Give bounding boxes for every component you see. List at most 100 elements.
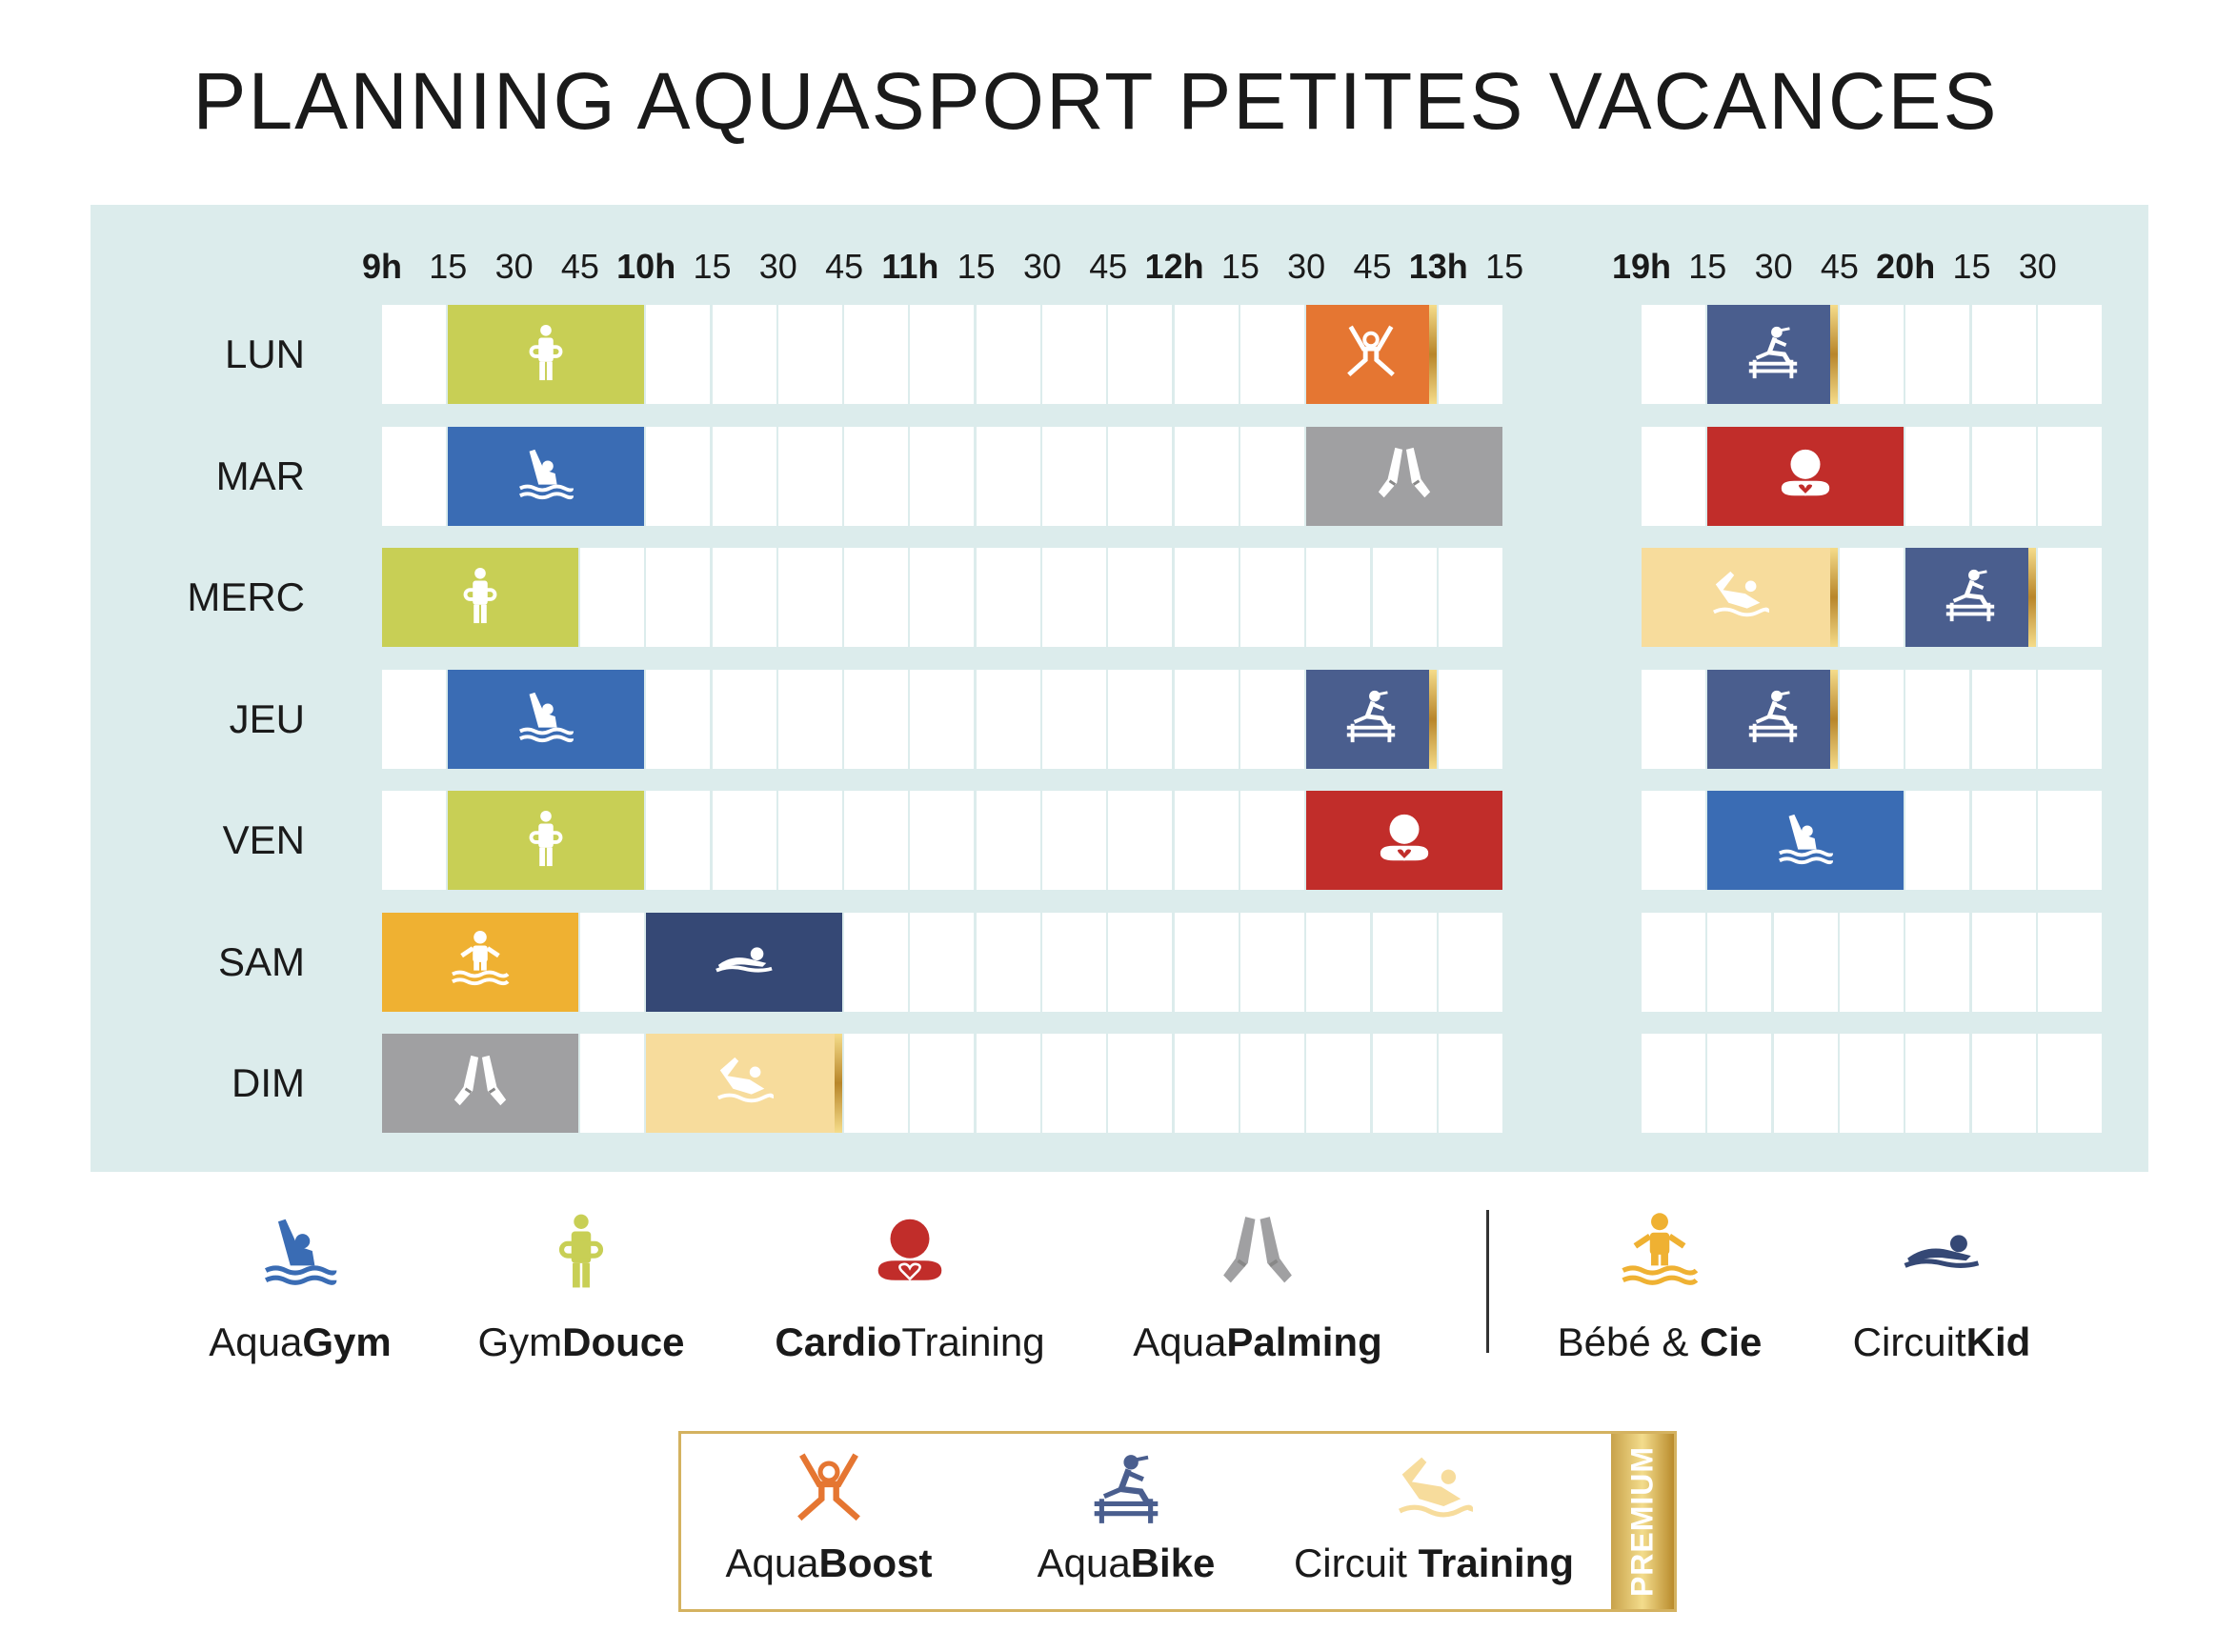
schedule-cell [2037, 305, 2102, 404]
schedule-cell [646, 669, 711, 769]
schedule-cell [777, 305, 842, 404]
legend-label: AquaPalming [1096, 1320, 1420, 1365]
activity-block-cardio [1707, 426, 1904, 526]
schedule-cell [579, 548, 644, 647]
gymdouce-icon [516, 809, 575, 873]
legend-label-part: Kid [1965, 1320, 2031, 1364]
schedule-cell [777, 669, 842, 769]
schedule-cell [844, 1034, 909, 1133]
bike-icon [964, 1450, 1288, 1533]
schedule-cell [1642, 669, 1705, 769]
schedule-cell [712, 305, 776, 404]
schedule-cell [646, 305, 711, 404]
time-label: 15 [957, 247, 996, 286]
schedule-cell [1306, 548, 1371, 647]
bike-icon [1743, 323, 1803, 387]
schedule-cell [1042, 1034, 1106, 1133]
schedule-cell [1042, 669, 1106, 769]
circuitkid-icon [715, 930, 774, 994]
schedule-cell [976, 912, 1040, 1012]
time-label: 30 [2018, 247, 2057, 286]
schedule-cell [910, 669, 975, 769]
schedule-cell [646, 426, 711, 526]
gymdouce-icon [419, 1212, 743, 1295]
activity-block-bebe [382, 912, 578, 1012]
schedule-cell [712, 669, 776, 769]
schedule-cell [1438, 912, 1502, 1012]
schedule-cell [1042, 548, 1106, 647]
schedule-cell [1108, 548, 1173, 647]
schedule-cell [1642, 426, 1705, 526]
legend-item-gymdouce: GymDouce [419, 1212, 743, 1365]
premium-legend-box: PREMIUM [678, 1431, 1677, 1612]
schedule-cell [844, 305, 909, 404]
aquagym-icon [138, 1212, 462, 1295]
day-label: LUN [224, 332, 305, 376]
schedule-cell [844, 669, 909, 769]
legend-label: Bébé & Cie [1498, 1320, 1822, 1365]
time-label: 45 [1353, 247, 1392, 286]
activity-block-bike [1306, 669, 1437, 769]
activity-block-aquagym [448, 669, 645, 769]
schedule-cell [910, 912, 975, 1012]
schedule-cell [910, 426, 975, 526]
legend-label: Circuit Training [1272, 1541, 1596, 1586]
schedule-cell [1971, 669, 2036, 769]
legend-label: CircuitKid [1780, 1320, 2104, 1365]
schedule-cell [1971, 426, 2036, 526]
legend-item-cardio: CardioTraining [748, 1212, 1072, 1365]
schedule-cell [579, 1034, 644, 1133]
schedule-cell [1905, 426, 1970, 526]
time-label: 19h [1611, 247, 1672, 286]
gymdouce-icon [451, 566, 510, 630]
time-label: 30 [494, 247, 534, 286]
schedule-cell [1108, 305, 1173, 404]
time-label: 45 [1089, 247, 1128, 286]
schedule-cell [579, 912, 644, 1012]
schedule-cell [844, 426, 909, 526]
schedule-cell [2037, 791, 2102, 890]
schedule-cell [1971, 791, 2036, 890]
activity-block-gymdouce [382, 548, 578, 647]
schedule-cell [382, 791, 446, 890]
legend-item-aquagym: AquaGym [138, 1212, 462, 1365]
activity-block-palming [382, 1034, 578, 1133]
activity-block-palming [1306, 426, 1503, 526]
legend-label: AquaBike [964, 1541, 1288, 1586]
aquagym-icon [516, 687, 575, 751]
gymdouce-icon [516, 323, 575, 387]
schedule-cell [1042, 912, 1106, 1012]
day-label: SAM [217, 938, 305, 984]
schedule-cell [712, 548, 776, 647]
schedule-cell [1905, 305, 1970, 404]
time-label: 15 [1688, 247, 1727, 286]
schedule-cell [1239, 669, 1304, 769]
circuitkid-icon [1780, 1212, 2104, 1295]
schedule-cell [976, 305, 1040, 404]
activity-block-bike [1905, 548, 2036, 647]
schedule-cell [1239, 548, 1304, 647]
schedule-cell [910, 305, 975, 404]
schedule-cell [910, 548, 975, 647]
schedule-cell [712, 426, 776, 526]
legend-item-palming: AquaPalming [1096, 1212, 1420, 1365]
schedule-cell [1438, 669, 1502, 769]
aquagym-icon [516, 444, 575, 508]
palming-icon [1375, 444, 1434, 508]
schedule-cell [712, 791, 776, 890]
schedule-cell [1642, 912, 1705, 1012]
schedule-cell [382, 426, 446, 526]
schedule-cell [1773, 1034, 1838, 1133]
bebe-icon [1498, 1212, 1822, 1295]
schedule-cell [382, 305, 446, 404]
cardio-icon [748, 1212, 1072, 1295]
schedule-cell [646, 548, 711, 647]
legend-label-part: Douce [562, 1320, 685, 1364]
time-label: 15 [429, 247, 468, 286]
schedule-cell [1174, 912, 1239, 1012]
bike-icon [1743, 687, 1803, 751]
time-label: 15 [1485, 247, 1524, 286]
bike-icon [1341, 687, 1401, 751]
schedule-cell [1438, 1034, 1502, 1133]
premium-tag: PREMIUM [1611, 1434, 1674, 1609]
